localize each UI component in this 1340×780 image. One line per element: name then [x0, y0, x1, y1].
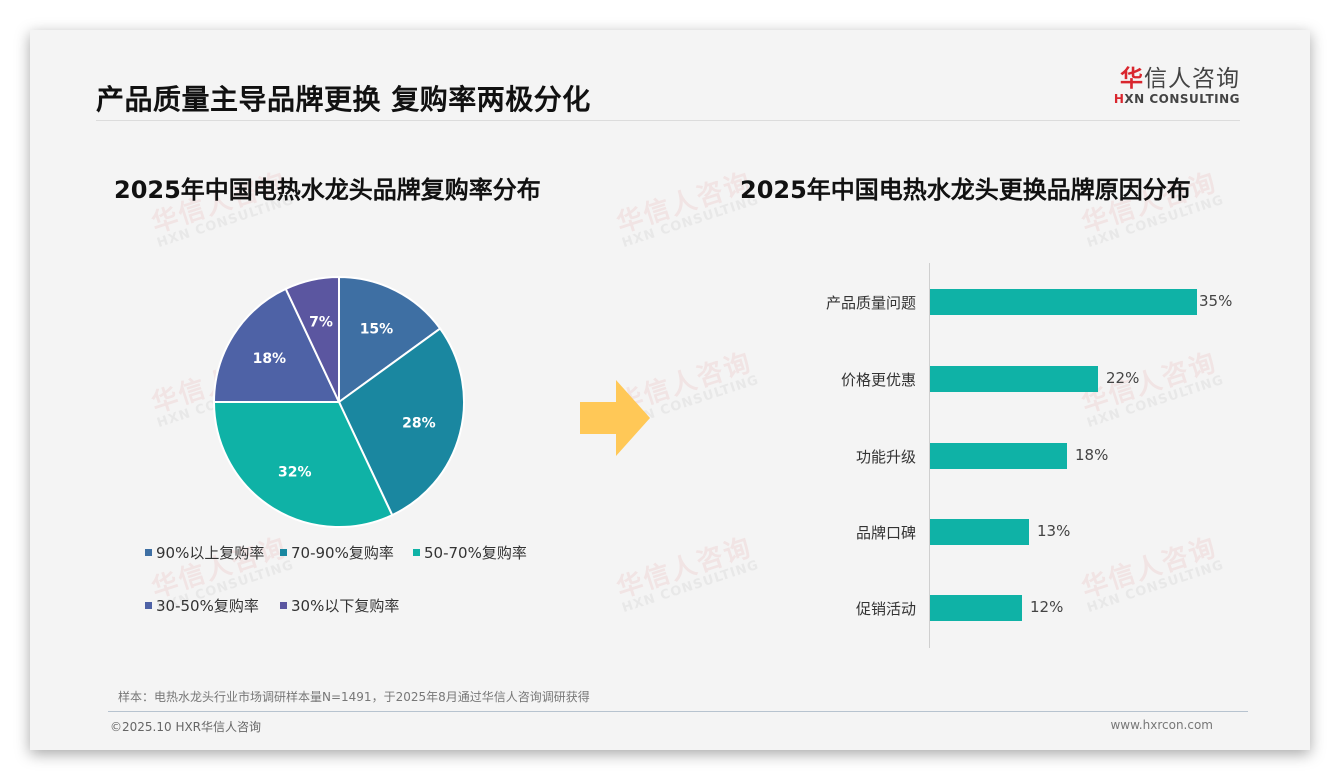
bar-value-label: 18%: [1075, 446, 1109, 464]
slice-label: 28%: [402, 416, 436, 432]
slide-card: 产品质量主导品牌更换 复购率两极分化 华信人咨询 HXN CONSULTING …: [30, 30, 1310, 750]
legend-item-below-30: 30%以下复购率: [280, 595, 399, 616]
bar-value-label: 12%: [1030, 598, 1064, 616]
legend-item-30-50: 30-50%复购率: [145, 595, 259, 616]
logo-en-text: HXN CONSULTING: [1113, 92, 1240, 106]
legend-swatch: [145, 549, 152, 556]
slice-50-70: [212, 401, 394, 528]
logo-cn-text: 华信人咨询: [1120, 66, 1240, 92]
slice-label: 7%: [309, 314, 333, 330]
slice-90-plus: [338, 275, 442, 404]
bar-category-label: 品牌口碑: [855, 524, 916, 542]
bar: [930, 595, 1022, 621]
copyright-text: ©2025.10 HXR华信人咨询: [110, 720, 262, 734]
bar: [930, 366, 1098, 392]
bar-chart-title: 2025年中国电热水龙头更换品牌原因分布: [740, 176, 1191, 204]
brand-logo: 华信人咨询 HXN CONSULTING: [1114, 66, 1240, 106]
bar-category-label: 价格更优惠: [840, 371, 916, 389]
legend-item-90-plus: 90%以上复购率: [145, 542, 264, 563]
slice-label: 32%: [278, 465, 312, 481]
bar-category-label: 功能升级: [855, 448, 916, 466]
bar-value-label: 35%: [1199, 292, 1233, 310]
bar-category-label: 促销活动: [855, 600, 916, 618]
legend-item-50-70: 50-70%复购率: [413, 542, 527, 563]
website-link[interactable]: www.hxrcon.com: [1110, 718, 1213, 732]
bar-category-label: 产品质量问题: [825, 294, 916, 312]
bar-value-label: 22%: [1106, 369, 1140, 387]
slice-label: 15%: [360, 321, 394, 337]
bar: [930, 289, 1197, 315]
legend-swatch: [413, 549, 420, 556]
slice-70-90: [337, 327, 465, 517]
legend-swatch: [145, 602, 152, 609]
slice-30-50: [212, 287, 341, 403]
legend-swatch: [280, 549, 287, 556]
bar-value-label: 13%: [1037, 522, 1071, 540]
legend-swatch: [280, 602, 287, 609]
footer-divider: [108, 711, 1248, 712]
page-title: 产品质量主导品牌更换 复购率两极分化: [96, 83, 591, 116]
pie-chart-title: 2025年中国电热水龙头品牌复购率分布: [114, 176, 541, 204]
slice-below-30: [284, 275, 340, 403]
bar-chart-axis: [929, 263, 930, 648]
bar: [930, 519, 1029, 545]
source-note: 样本：电热水龙头行业市场调研样本量N=1491，于2025年8月通过华信人咨询调…: [118, 690, 590, 704]
slice-label: 18%: [253, 351, 287, 367]
legend-item-70-90: 70-90%复购率: [280, 542, 394, 563]
right-arrow-icon: [580, 380, 650, 456]
pie-chart: 15% 28% 32% 18% 7%: [212, 275, 465, 528]
title-divider: [96, 120, 1240, 121]
bar: [930, 443, 1067, 469]
